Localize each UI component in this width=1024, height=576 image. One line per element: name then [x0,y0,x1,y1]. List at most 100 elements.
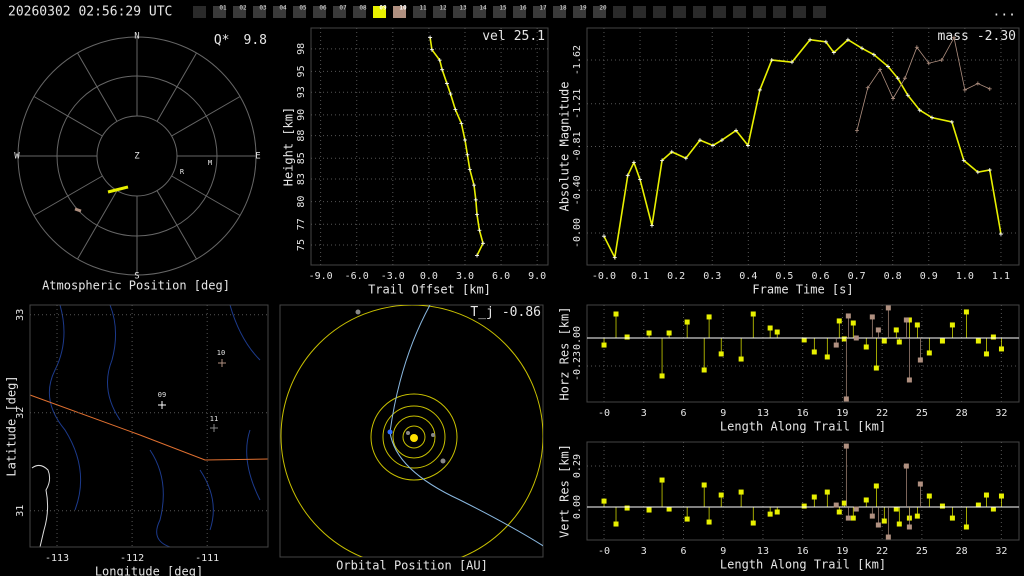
zenith-label: Z [134,152,140,162]
x-tick-label: 6.0 [492,271,510,282]
orbit-ring [392,415,436,459]
point-marker [467,167,472,172]
station-label: 10 [217,349,225,357]
point-marker [472,183,477,188]
residual-point [881,338,887,344]
residual-point [939,338,945,344]
residual-point [811,349,817,355]
point-marker [930,115,935,120]
residual-point [601,342,607,348]
x-tick-label: -113 [45,553,69,564]
residual-point [738,489,744,495]
residual-point [983,351,989,357]
residual-point [706,519,712,525]
camera-tile [713,6,726,18]
y-tick-label: 88 [296,130,307,142]
orbit-ring [402,425,426,449]
camera-label: 11 [419,5,427,12]
residual-point [903,463,909,469]
camera-label: 15 [499,5,507,12]
point-marker [926,61,931,66]
camera-label: 16 [519,5,527,12]
residual-point [926,493,932,499]
y-tick-label: 80 [296,196,307,208]
planet [406,431,410,435]
x-axis-label: Trail Offset [km] [368,283,491,297]
residual-point [873,483,879,489]
point-marker [895,76,900,81]
residual-point [949,322,955,328]
camera-tile [333,6,346,18]
residual-point [845,313,851,319]
residual-point [990,506,996,512]
point-marker [860,46,865,51]
camera-tile [533,6,546,18]
x-axis-label: Frame Time [s] [752,283,853,297]
station-label: 09 [158,391,166,399]
sky-spoke [171,96,241,137]
y-tick-label: -0.23 [572,351,583,381]
stat-label: Q* [214,33,230,48]
residual-point [885,534,891,540]
x-tick-label: 22 [876,546,888,557]
x-tick-label: 3 [641,408,647,419]
station-marker [210,424,218,432]
residual-point [843,396,849,402]
residual-point [917,357,923,363]
x-tick-label: -111 [195,553,219,564]
point-marker [939,58,944,63]
station-marker: M [208,159,212,167]
residual-point [701,482,707,488]
residual-point [903,317,909,323]
residual-point [841,500,847,506]
point-marker [891,96,896,101]
camera-label: 19 [579,5,587,12]
point-marker [823,39,828,44]
camera-tile [493,6,506,18]
residual-point [613,521,619,527]
residual-point [801,503,807,509]
y-tick-label: 85 [296,152,307,164]
point-marker [975,81,980,86]
point-marker [902,76,907,81]
camera-label: 06 [319,5,327,12]
x-tick-label: -0.0 [592,271,616,282]
x-tick-label: 0.1 [631,271,649,282]
station-marker [218,359,226,367]
point-marker [683,156,688,161]
residual-point [896,521,902,527]
point-marker [885,64,890,69]
residual-point [659,373,665,379]
camera-tile [353,6,366,18]
residual-point [646,507,652,513]
plot-stat: mass -2.30 [938,29,1016,44]
residual-point [998,493,1004,499]
menu-button[interactable]: ... [993,5,1016,20]
residual-point [914,322,920,328]
stat-label: mass [938,29,969,44]
point-marker [987,167,992,172]
river [48,304,261,548]
residual-point [646,330,652,336]
stat-label: T_j [470,305,493,320]
residual-point [824,489,830,495]
residual-point [975,502,981,508]
point-marker [998,232,1003,237]
camera-tile [453,6,466,18]
stat-value: 9.8 [244,33,267,48]
y-axis-label: Height [km] [282,107,296,186]
residual-point [917,481,923,487]
residual-point [893,327,899,333]
y-tick-label: 95 [296,65,307,77]
x-tick-label: 0.6 [811,271,829,282]
point-marker [962,87,967,92]
camera-tile [793,6,806,18]
point-marker [631,160,636,165]
point-marker [459,121,464,126]
point-marker [961,158,966,163]
point-marker [710,143,715,148]
y-tick-label: 93 [296,86,307,98]
sky-spoke [33,96,103,137]
camera-label: 05 [299,5,307,12]
